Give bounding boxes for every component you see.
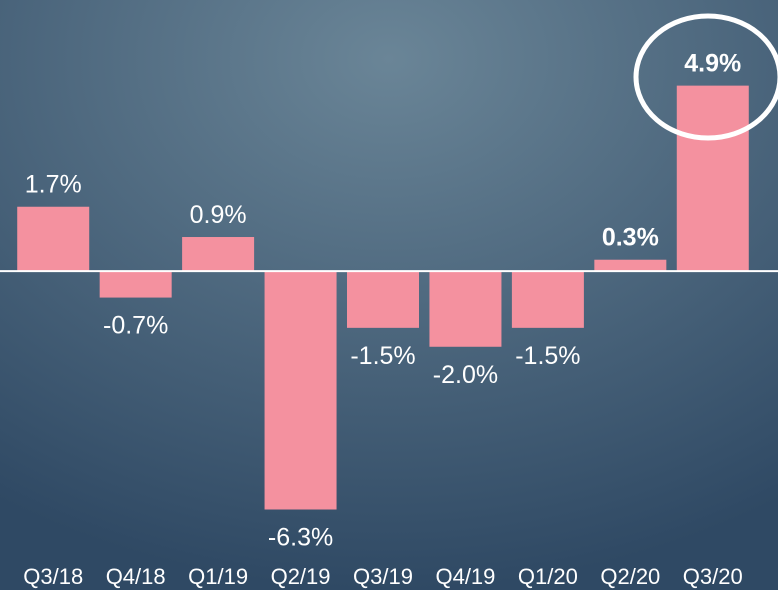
bar xyxy=(676,85,749,272)
bar xyxy=(594,259,667,272)
bar xyxy=(347,271,419,328)
bar xyxy=(182,237,255,272)
x-tick-label: Q2/20 xyxy=(600,564,660,589)
highlight-circle xyxy=(633,13,778,141)
value-label: 1.7% xyxy=(25,171,82,199)
x-tick-label: Q1/20 xyxy=(518,564,578,589)
value-label: -6.3% xyxy=(268,524,333,552)
value-label: -1.5% xyxy=(515,342,580,370)
bar xyxy=(429,271,502,347)
x-tick-label: Q1/19 xyxy=(188,564,248,589)
x-tick-label: Q3/18 xyxy=(23,564,83,589)
value-label: 4.9% xyxy=(684,50,741,78)
value-label: 0.3% xyxy=(602,224,659,252)
x-tick-label: Q3/20 xyxy=(683,564,743,589)
x-tick-label: Q3/19 xyxy=(353,564,413,589)
x-tick-label: Q2/19 xyxy=(271,564,331,589)
bar xyxy=(511,271,584,328)
x-tick-label: Q4/19 xyxy=(435,564,495,589)
bar xyxy=(17,206,90,272)
bar xyxy=(99,271,172,298)
value-label: 0.9% xyxy=(190,201,247,229)
x-tick-label: Q4/18 xyxy=(106,564,166,589)
bar xyxy=(264,271,337,510)
value-label: -2.0% xyxy=(433,361,498,389)
value-label: -0.7% xyxy=(103,312,168,340)
value-label: -1.5% xyxy=(350,342,415,370)
